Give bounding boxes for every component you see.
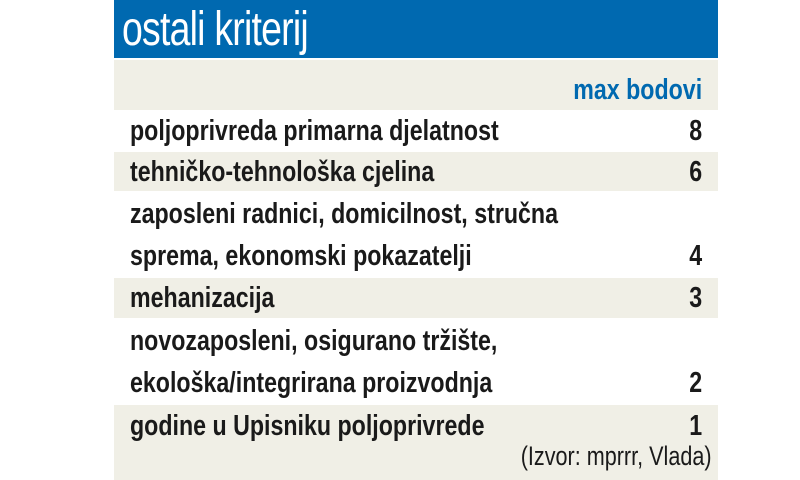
row-label-line1: novozaposleni, osigurano tržište,: [130, 325, 498, 357]
row-label-line2: sprema, ekonomski pokazatelji: [130, 240, 472, 272]
row-value: 6: [689, 156, 702, 188]
table-row: zaposleni radnici, domicilnost, stručna …: [114, 193, 718, 276]
column-header-max-bodovi: max bodovi: [573, 74, 702, 106]
criteria-table: ostali kriterij max bodovi poljoprivreda…: [114, 0, 718, 480]
table-row: poljoprivreda primarna djelatnost 8: [114, 112, 718, 150]
row-value: 1: [689, 410, 702, 442]
row-label: poljoprivreda primarna djelatnost: [130, 115, 499, 147]
row-value: 3: [689, 282, 702, 314]
row-value: 2: [689, 367, 702, 399]
row-label: mehanizacija: [130, 282, 275, 314]
row-label-line2: ekološka/integrirana proizvodnja: [130, 367, 493, 399]
table-row: godine u Upisniku poljoprivrede 1: [114, 405, 718, 480]
row-value: 4: [689, 240, 702, 272]
source-note: (Izvor: mprrr, Vlada): [521, 441, 712, 471]
row-label: tehničko-tehnološka cjelina: [130, 156, 435, 188]
title-bar: ostali kriterij: [114, 0, 718, 58]
row-label: godine u Upisniku poljoprivrede: [130, 410, 485, 442]
table-row: mehanizacija 3: [114, 278, 718, 318]
table-row: novozaposleni, osigurano tržište, ekološ…: [114, 320, 718, 403]
row-label-line1: zaposleni radnici, domicilnost, stručna: [130, 198, 558, 230]
column-header-row: max bodovi: [114, 60, 718, 110]
table-row: tehničko-tehnološka cjelina 6: [114, 152, 718, 191]
table-title: ostali kriterij: [122, 3, 309, 56]
row-value: 8: [689, 115, 702, 147]
